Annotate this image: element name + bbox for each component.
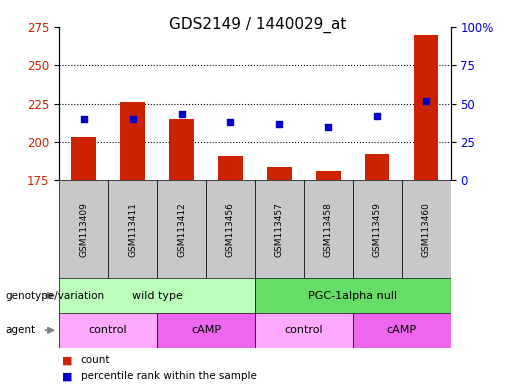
- Text: wild type: wild type: [132, 291, 182, 301]
- Bar: [365, 154, 389, 180]
- Point: [324, 124, 333, 130]
- Text: GSM113409: GSM113409: [79, 202, 88, 257]
- Bar: [72, 137, 96, 180]
- Bar: [157, 180, 206, 278]
- Bar: [255, 180, 304, 278]
- Bar: [59, 278, 255, 313]
- Bar: [267, 167, 291, 180]
- Bar: [59, 313, 157, 348]
- Point: [128, 116, 136, 122]
- Bar: [316, 171, 340, 180]
- Bar: [206, 180, 255, 278]
- Bar: [255, 278, 451, 313]
- Point: [275, 121, 283, 127]
- Text: percentile rank within the sample: percentile rank within the sample: [81, 371, 257, 381]
- Text: GSM113459: GSM113459: [373, 202, 382, 257]
- Text: GSM113460: GSM113460: [422, 202, 431, 257]
- Bar: [353, 313, 451, 348]
- Bar: [108, 180, 157, 278]
- Text: cAMP: cAMP: [191, 325, 221, 335]
- Text: GSM113456: GSM113456: [226, 202, 235, 257]
- Point: [226, 119, 234, 125]
- Bar: [157, 313, 255, 348]
- Text: genotype/variation: genotype/variation: [5, 291, 104, 301]
- Point: [177, 111, 185, 118]
- Text: GDS2149 / 1440029_at: GDS2149 / 1440029_at: [169, 17, 346, 33]
- Bar: [121, 102, 145, 180]
- Point: [79, 116, 88, 122]
- Bar: [169, 119, 194, 180]
- Text: PGC-1alpha null: PGC-1alpha null: [308, 291, 398, 301]
- Text: cAMP: cAMP: [387, 325, 417, 335]
- Bar: [218, 156, 243, 180]
- Text: agent: agent: [5, 325, 35, 335]
- Text: count: count: [81, 355, 110, 365]
- Bar: [59, 180, 108, 278]
- Text: ■: ■: [62, 355, 72, 365]
- Text: GSM113457: GSM113457: [275, 202, 284, 257]
- Point: [373, 113, 381, 119]
- Text: ■: ■: [62, 371, 72, 381]
- Text: control: control: [284, 325, 323, 335]
- Bar: [353, 180, 402, 278]
- Bar: [414, 35, 438, 180]
- Bar: [304, 180, 353, 278]
- Text: GSM113411: GSM113411: [128, 202, 137, 257]
- Text: GSM113412: GSM113412: [177, 202, 186, 257]
- Point: [422, 98, 430, 104]
- Text: GSM113458: GSM113458: [324, 202, 333, 257]
- Bar: [255, 313, 353, 348]
- Bar: [402, 180, 451, 278]
- Text: control: control: [89, 325, 128, 335]
